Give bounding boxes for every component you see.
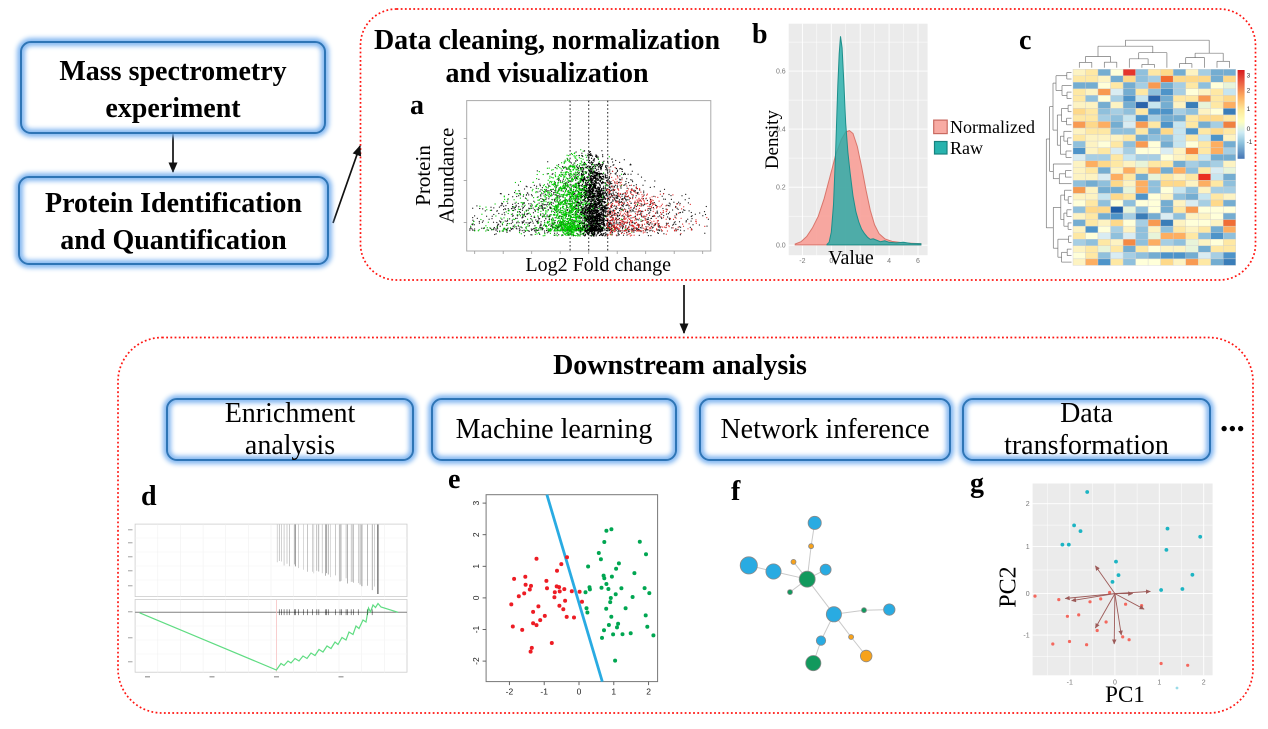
svg-text:2: 2 xyxy=(471,532,481,537)
svg-text:6: 6 xyxy=(916,258,920,265)
svg-text:-1: -1 xyxy=(1247,139,1253,146)
svg-text:1: 1 xyxy=(471,564,481,569)
svg-text:2: 2 xyxy=(646,687,651,697)
svg-text:-2: -2 xyxy=(799,258,805,265)
svg-text:0.2: 0.2 xyxy=(776,185,786,192)
svg-text:3: 3 xyxy=(471,500,481,505)
svg-text:-2: -2 xyxy=(471,657,481,665)
svg-text:0.6: 0.6 xyxy=(776,69,786,76)
svg-text:-1: -1 xyxy=(471,625,481,633)
svg-text:0: 0 xyxy=(1026,591,1030,598)
svg-text:2: 2 xyxy=(1202,679,1206,686)
svg-text:2: 2 xyxy=(1247,87,1251,94)
svg-text:-1: -1 xyxy=(540,687,548,697)
svg-text:0: 0 xyxy=(471,595,481,600)
svg-text:Log2 Fold change: Log2 Fold change xyxy=(525,254,671,276)
svg-text:Protein: Protein xyxy=(411,145,435,206)
svg-text:Normalized: Normalized xyxy=(950,117,1035,137)
svg-text:-2: -2 xyxy=(506,687,514,697)
svg-text:4: 4 xyxy=(887,258,891,265)
svg-text:0: 0 xyxy=(829,258,833,265)
svg-text:0.4: 0.4 xyxy=(776,127,786,134)
svg-text:2: 2 xyxy=(858,258,862,265)
svg-text:0: 0 xyxy=(1247,126,1251,133)
svg-text:Raw: Raw xyxy=(950,138,983,158)
svg-text:-1: -1 xyxy=(1023,633,1029,640)
svg-text:1: 1 xyxy=(611,687,616,697)
svg-text:1: 1 xyxy=(1157,679,1161,686)
svg-text:0: 0 xyxy=(577,687,582,697)
svg-text:Abundance: Abundance xyxy=(435,128,459,224)
svg-text:-1: -1 xyxy=(1067,679,1073,686)
svg-text:3: 3 xyxy=(1247,73,1251,80)
svg-text:2: 2 xyxy=(1026,501,1030,508)
svg-text:0: 0 xyxy=(1113,679,1117,686)
svg-text:1: 1 xyxy=(1026,544,1030,551)
svg-text:PC2: PC2 xyxy=(996,566,1022,607)
svg-text:Density: Density xyxy=(762,110,783,170)
svg-text:1: 1 xyxy=(1247,106,1251,113)
svg-text:PC1: PC1 xyxy=(1105,682,1145,707)
svg-text:0.0: 0.0 xyxy=(776,243,786,250)
svg-text:Value: Value xyxy=(828,247,874,269)
